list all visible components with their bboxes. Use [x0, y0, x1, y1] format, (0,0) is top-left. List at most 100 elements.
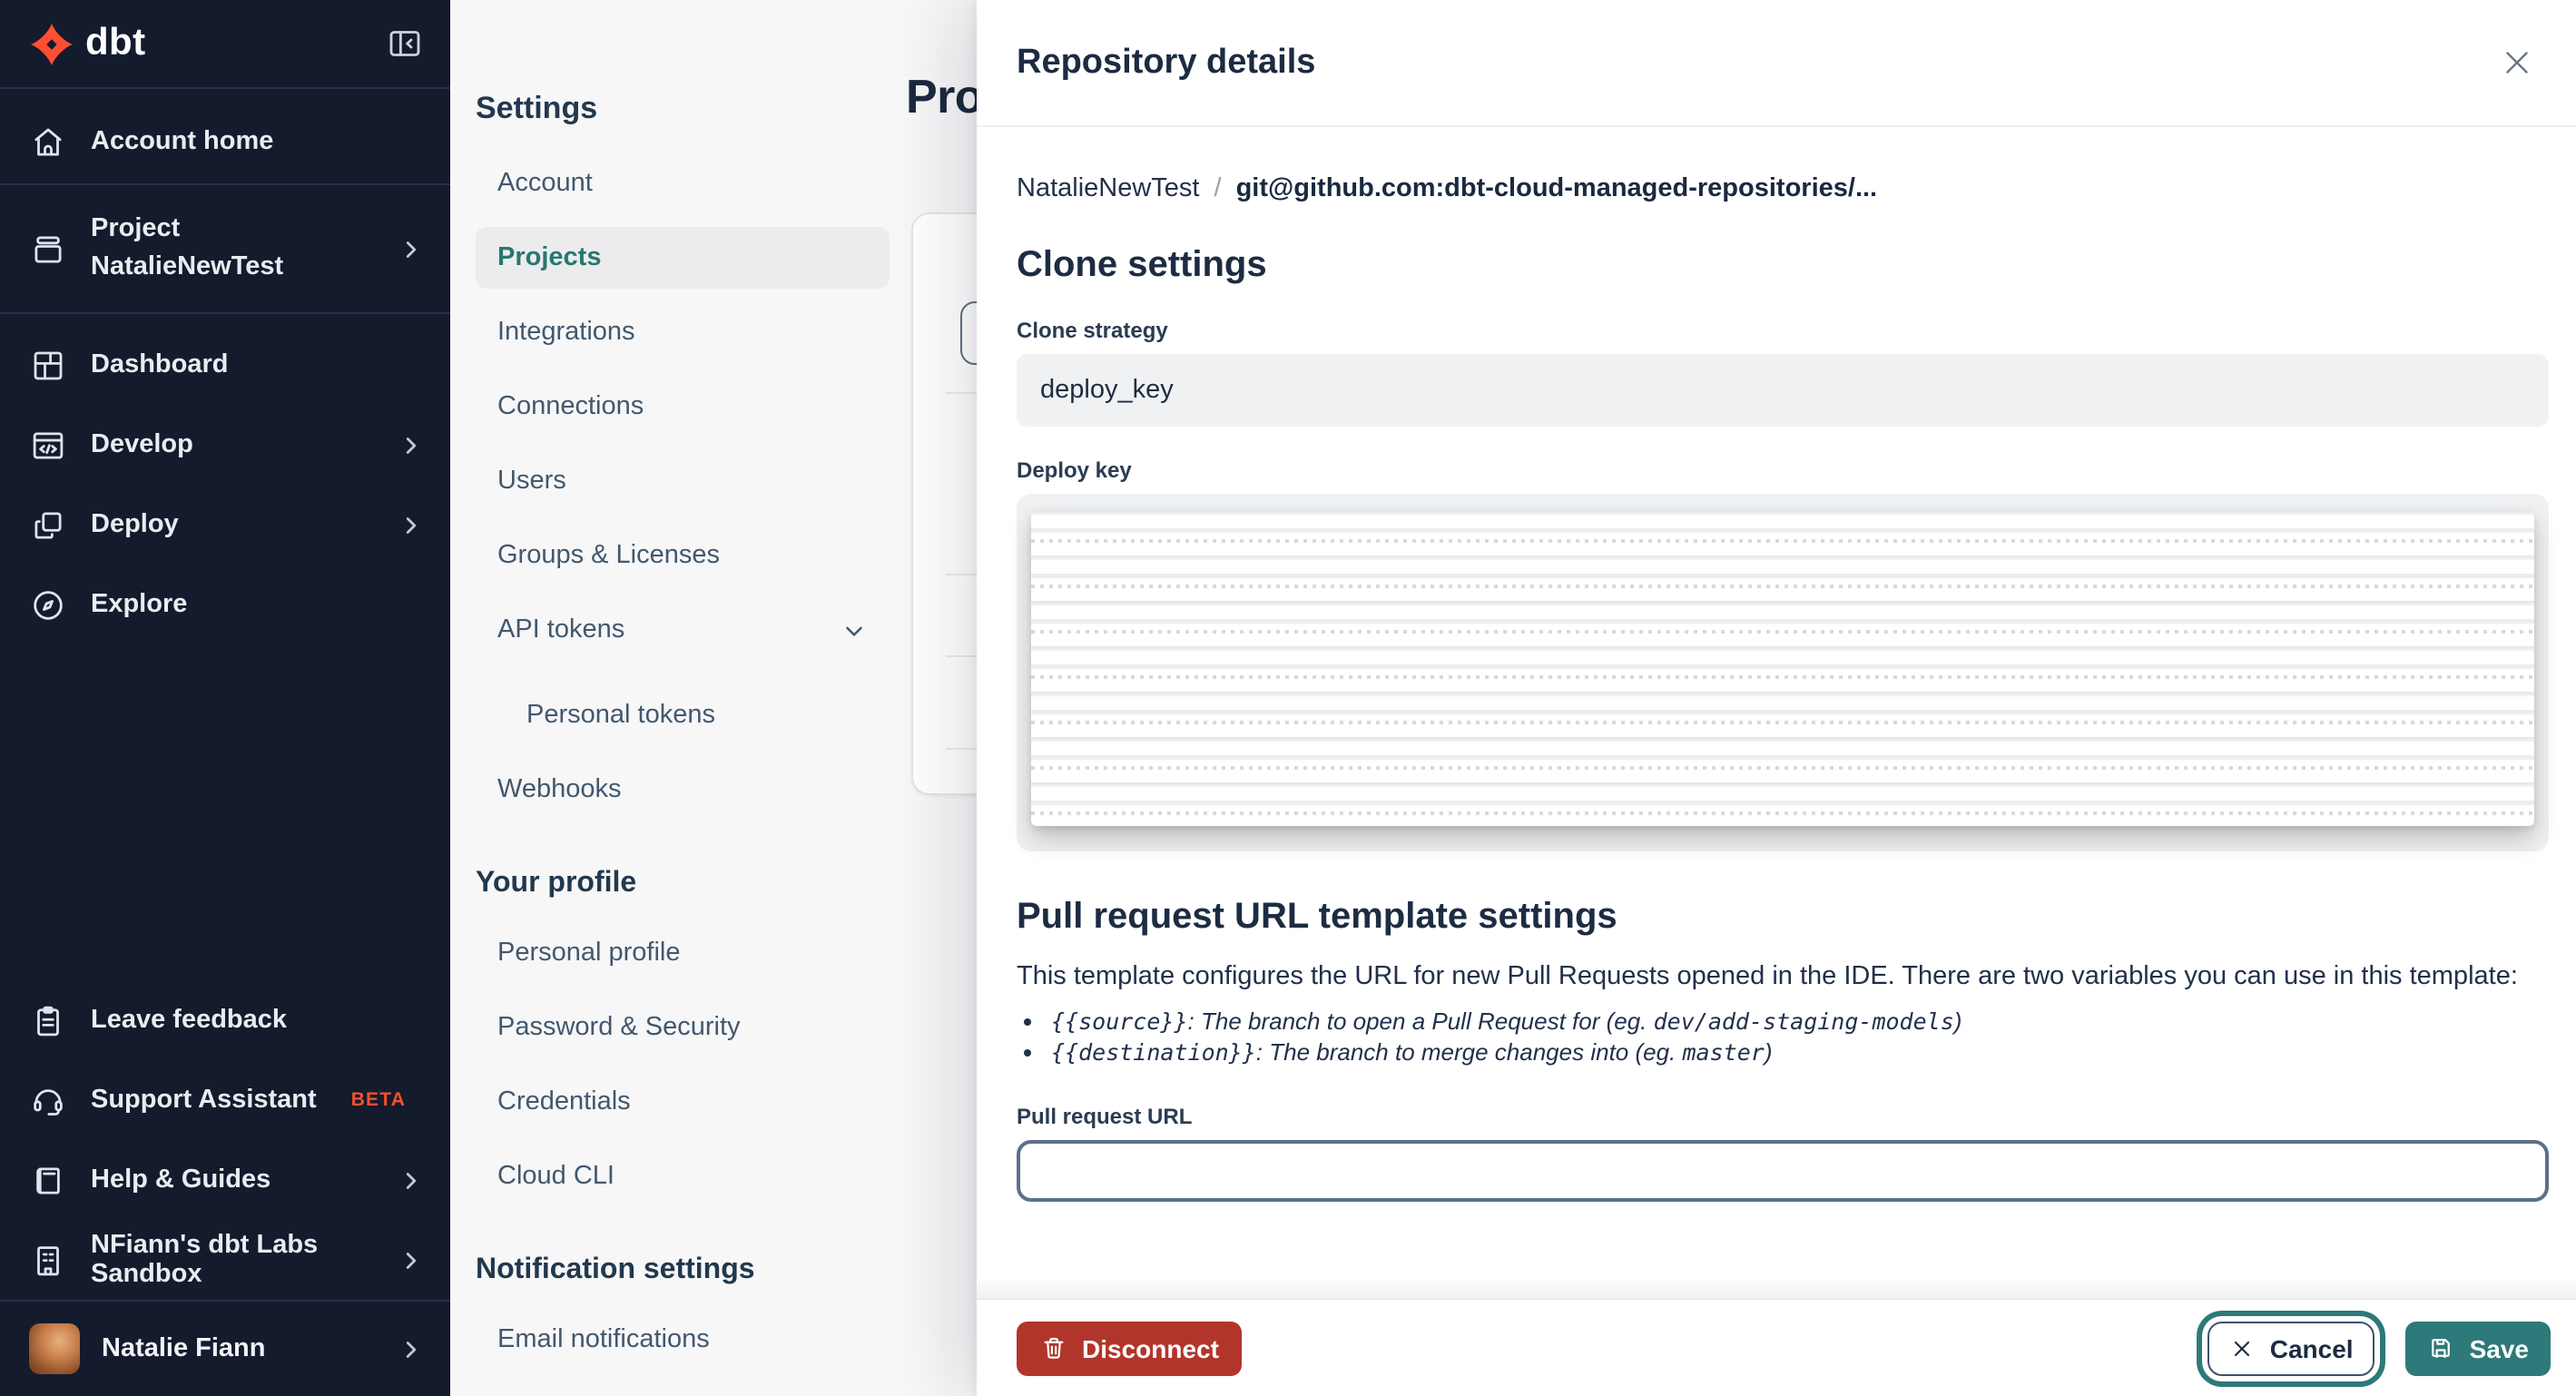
sidebar-item-label: Account home — [91, 127, 274, 156]
deploy-key-obscured-content — [1031, 510, 2534, 826]
drawer-footer: Disconnect Cancel Save — [977, 1276, 2576, 1396]
sidebar-item-develop[interactable]: Develop — [0, 405, 450, 485]
table-row-divider — [946, 574, 1000, 575]
sidebar-divider — [0, 312, 450, 314]
sidebar-item-label: Deploy — [91, 510, 179, 539]
home-icon — [29, 123, 67, 161]
settings-nav-projects[interactable]: Projects — [476, 227, 890, 289]
sidebar-divider — [0, 183, 450, 185]
settings-nav-api-tokens[interactable]: API tokens — [476, 599, 890, 661]
notification-settings-heading: Notification settings — [476, 1254, 755, 1285]
settings-heading: Settings — [476, 91, 598, 125]
book-icon — [29, 1161, 67, 1199]
sidebar-item-explore[interactable]: Explore — [0, 565, 450, 644]
drawer-title: Repository details — [1017, 43, 1316, 81]
develop-icon — [29, 426, 67, 464]
beta-badge: BETA — [350, 1089, 407, 1111]
your-profile-heading: Your profile — [476, 868, 637, 899]
chevron-right-icon — [398, 1335, 425, 1362]
clone-strategy-label: Clone strategy — [1017, 318, 1168, 343]
trash-icon — [1040, 1334, 1067, 1362]
table-row-divider — [946, 748, 1000, 750]
settings-nav-connections[interactable]: Connections — [497, 392, 644, 421]
sidebar-item-label: Help & Guides — [91, 1165, 271, 1194]
breadcrumb: NatalieNewTest / git@github.com:dbt-clou… — [1017, 174, 2549, 203]
settings-nav: Settings Account Projects Integrations C… — [476, 0, 890, 1371]
settings-nav-personal-tokens[interactable]: Personal tokens — [526, 701, 715, 730]
sidebar-item-label: Develop — [91, 430, 193, 459]
chevron-right-icon — [398, 511, 425, 538]
user-avatar — [29, 1323, 80, 1374]
sidebar-item-label: Support Assistant — [91, 1086, 317, 1115]
sidebar-collapse-icon[interactable] — [387, 25, 423, 62]
save-button[interactable]: Save — [2405, 1321, 2551, 1375]
project-icon — [29, 230, 67, 268]
x-icon — [2230, 1335, 2256, 1361]
sidebar-item-label: NFiann's dbt Labs Sandbox — [91, 1231, 319, 1289]
building-icon — [29, 1241, 67, 1279]
repository-details-drawer: Repository details NatalieNewTest / git@… — [977, 0, 2576, 1396]
settings-nav-password-security[interactable]: Password & Security — [497, 1013, 741, 1042]
pull-request-url-label: Pull request URL — [1017, 1104, 1193, 1129]
sidebar-item-support-assistant[interactable]: Support Assistant BETA — [0, 1060, 450, 1140]
settings-nav-email-notifications[interactable]: Email notifications — [497, 1325, 710, 1354]
dbt-logo[interactable]: dbt — [31, 22, 146, 65]
disconnect-button[interactable]: Disconnect — [1017, 1321, 1243, 1375]
headset-icon — [29, 1081, 67, 1119]
disconnect-label: Disconnect — [1082, 1333, 1219, 1362]
settings-nav-webhooks[interactable]: Webhooks — [497, 775, 622, 804]
chevron-right-icon — [398, 431, 425, 458]
sidebar-item-help-guides[interactable]: Help & Guides — [0, 1140, 450, 1220]
clone-strategy-value: deploy_key — [1040, 376, 1174, 405]
pr-template-heading: Pull request URL template settings — [1017, 897, 1617, 937]
user-name: Natalie Fiann — [102, 1334, 266, 1363]
sidebar-item-account-home[interactable]: Account home — [0, 100, 450, 183]
pr-template-description: This template configures the URL for new… — [1017, 962, 2518, 991]
settings-nav-personal-profile[interactable]: Personal profile — [497, 939, 681, 968]
settings-nav-cloud-cli[interactable]: Cloud CLI — [497, 1162, 615, 1191]
deploy-key-label: Deploy key — [1017, 457, 1132, 483]
chevron-right-icon — [398, 235, 425, 262]
deploy-icon — [29, 506, 67, 544]
dbt-logo-text: dbt — [85, 22, 146, 64]
sidebar-divider — [0, 1300, 450, 1302]
save-label: Save — [2469, 1333, 2529, 1362]
sidebar-item-label: Explore — [91, 590, 188, 619]
pull-request-url-input[interactable] — [1017, 1140, 2549, 1202]
sidebar-header: dbt — [0, 0, 450, 89]
sidebar-item-label: Dashboard — [91, 350, 229, 379]
cancel-label: Cancel — [2269, 1333, 2354, 1362]
settings-nav-account[interactable]: Account — [497, 169, 593, 198]
settings-nav-credentials[interactable]: Credentials — [497, 1087, 631, 1116]
sidebar-user-menu[interactable]: Natalie Fiann — [0, 1302, 450, 1396]
settings-nav-users[interactable]: Users — [497, 467, 566, 496]
table-row-divider — [946, 392, 1000, 394]
deploy-key-field[interactable] — [1017, 494, 2549, 851]
settings-nav-integrations[interactable]: Integrations — [497, 318, 635, 347]
notification-nav-list: Email notifications — [476, 1309, 890, 1371]
breadcrumb-project[interactable]: NatalieNewTest — [1017, 174, 1200, 203]
sidebar-item-deploy[interactable]: Deploy — [0, 485, 450, 565]
pr-template-variables: {{source}}: The branch to open a Pull Re… — [1017, 1006, 2549, 1067]
main-sidebar: dbt Account home — [0, 0, 450, 1396]
settings-nav-groups-licenses[interactable]: Groups & Licenses — [497, 541, 721, 570]
drawer-header: Repository details — [977, 0, 2576, 127]
pr-variable-destination: {{destination}}: The branch to merge cha… — [1051, 1037, 2549, 1067]
feedback-icon — [29, 1001, 67, 1039]
save-disk-icon — [2428, 1334, 2455, 1362]
sidebar-item-leave-feedback[interactable]: Leave feedback — [0, 980, 450, 1060]
clone-strategy-field[interactable]: deploy_key — [1017, 354, 2549, 427]
breadcrumb-separator: / — [1214, 174, 1222, 203]
close-icon[interactable] — [2498, 44, 2536, 82]
sidebar-item-account-sandbox[interactable]: NFiann's dbt Labs Sandbox — [0, 1220, 450, 1300]
cancel-button[interactable]: Cancel — [2207, 1321, 2375, 1375]
table-row-divider — [946, 655, 1000, 657]
settings-nav-list: Account Projects Integrations Connection… — [476, 152, 890, 821]
dbt-logo-icon — [31, 23, 73, 64]
sidebar-item-project[interactable]: Project NatalieNewTest — [0, 185, 450, 312]
sidebar-item-label: Leave feedback — [91, 1006, 288, 1035]
chevron-right-icon — [398, 1246, 425, 1273]
sidebar-item-dashboard[interactable]: Dashboard — [0, 325, 450, 405]
chevron-down-icon — [841, 616, 868, 644]
